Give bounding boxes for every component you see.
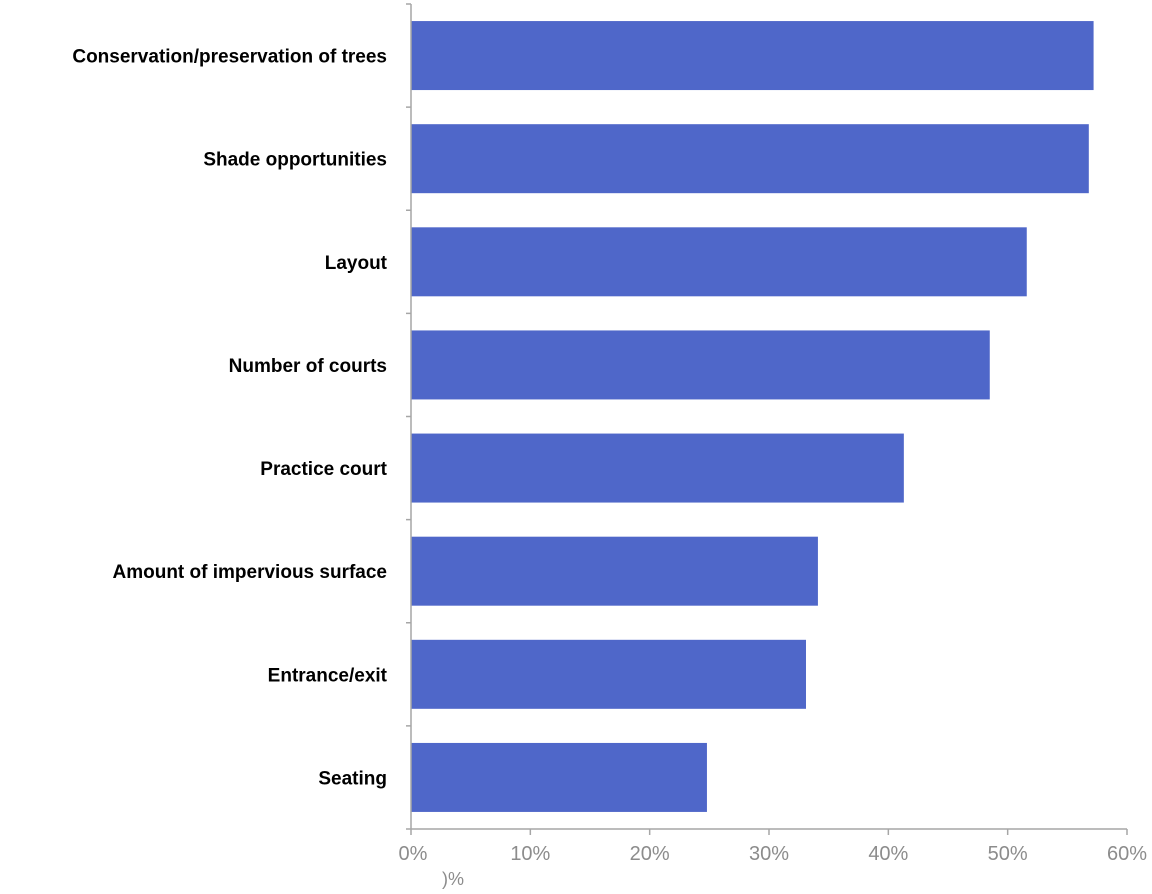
stray-tick-label: )% [442, 869, 464, 889]
bar-1 [411, 124, 1089, 194]
x-tick-label: 40% [868, 843, 908, 865]
bars-layer [411, 21, 1094, 812]
category-label: Shade opportunities [203, 150, 387, 171]
bar-4 [411, 433, 904, 503]
x-tick-label: 0% [399, 843, 428, 865]
bar-7 [411, 742, 707, 812]
category-label: Conservation/preservation of trees [72, 47, 387, 68]
x-tick-label: 10% [510, 843, 550, 865]
bar-0 [411, 21, 1094, 91]
category-label: Layout [325, 253, 388, 274]
x-tick-label: 50% [988, 843, 1028, 865]
bar-2 [411, 227, 1027, 297]
bar-6 [411, 639, 806, 709]
category-label: Practice court [260, 459, 387, 480]
category-label: Number of courts [229, 356, 387, 377]
bar-3 [411, 330, 990, 400]
category-label: Amount of impervious surface [113, 562, 388, 583]
x-tick-label: 30% [749, 843, 789, 865]
bar-5 [411, 536, 818, 606]
axes-layer [406, 3, 1128, 835]
x-tick-label: 60% [1107, 843, 1147, 865]
x-tick-label: 20% [630, 843, 670, 865]
category-label: Seating [318, 768, 387, 789]
labels-layer: Conservation/preservation of trees Shade … [72, 47, 1147, 889]
category-label: Entrance/exit [268, 665, 388, 686]
